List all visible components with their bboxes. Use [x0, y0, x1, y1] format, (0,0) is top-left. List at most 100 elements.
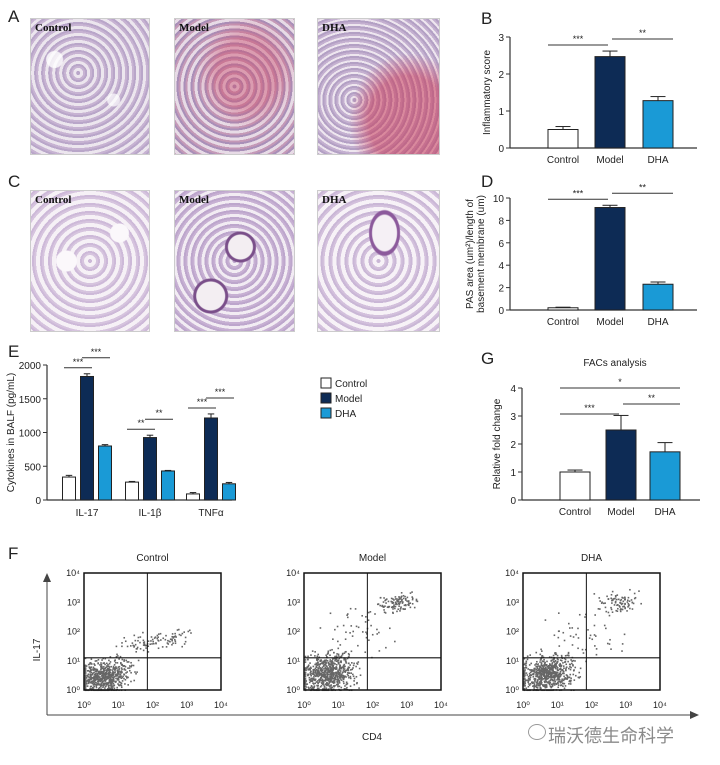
flow-event-dot — [99, 664, 101, 666]
flow-event-dot — [356, 663, 359, 665]
flow-event-dot — [119, 671, 121, 673]
flow-event-dot — [628, 600, 631, 603]
flow-event-dot — [551, 684, 554, 687]
flow-event-dot — [353, 680, 355, 682]
flow-event-dot — [548, 683, 551, 686]
flow-event-dot — [567, 651, 570, 654]
flow-event-dot — [89, 663, 91, 665]
flow-event-dot — [88, 676, 91, 678]
y-tick-label: 10² — [67, 627, 80, 637]
flow-event-dot — [333, 667, 336, 670]
flow-event-dot — [555, 662, 557, 665]
flow-event-dot — [326, 678, 329, 680]
flow-event-dot — [614, 601, 617, 604]
flow-event-dot — [349, 675, 352, 678]
flow-event-dot — [385, 646, 387, 649]
flow-event-dot — [85, 665, 88, 667]
y-tick-label: 10⁴ — [66, 568, 80, 578]
flow-event-dot — [570, 677, 572, 680]
flow-event-dot — [175, 636, 177, 638]
flow-event-dot — [328, 682, 331, 684]
flow-event-dot — [116, 673, 118, 676]
flow-event-dot — [534, 680, 536, 682]
flow-event-dot — [619, 606, 621, 608]
flow-event-dot — [121, 668, 123, 671]
flow-event-dot — [563, 675, 565, 678]
flow-event-dot — [336, 671, 339, 673]
flow-event-dot — [312, 683, 315, 685]
flow-event-dot — [416, 600, 419, 603]
flow-event-dot — [109, 681, 112, 684]
flow-event-dot — [323, 679, 326, 682]
flow-event-dot — [126, 677, 128, 679]
flow-event-dot — [104, 687, 106, 689]
flow-event-dot — [523, 687, 526, 690]
flow-event-dot — [84, 677, 87, 679]
flow-event-dot — [320, 671, 323, 673]
flow-event-dot — [349, 664, 351, 666]
flow-event-dot — [178, 633, 181, 636]
flow-event-dot — [324, 663, 327, 666]
flow-event-dot — [102, 685, 105, 687]
flow-event-dot — [159, 632, 162, 635]
flow-event-dot — [102, 677, 105, 680]
flow-event-dot — [627, 603, 630, 605]
flow-event-dot — [383, 611, 386, 614]
flow-event-dot — [594, 614, 596, 616]
flow-event-dot — [340, 655, 343, 657]
flow-event-dot — [116, 677, 119, 680]
flow-event-dot — [531, 669, 533, 671]
flow-event-dot — [394, 607, 396, 610]
flow-event-dot — [322, 688, 324, 690]
flow-event-dot — [312, 665, 315, 668]
flow-event-dot — [550, 660, 552, 662]
flow-event-dot — [534, 678, 537, 681]
flow-event-dot — [560, 681, 563, 683]
significance-label: ** — [639, 182, 647, 192]
flow-event-dot — [558, 668, 561, 670]
flow-event-dot — [115, 655, 118, 658]
flow-event-dot — [339, 670, 342, 672]
flow-event-dot — [100, 688, 102, 690]
flow-event-dot — [523, 683, 526, 686]
flow-event-dot — [108, 672, 110, 674]
flow-event-dot — [99, 685, 102, 688]
flow-event-dot — [558, 678, 561, 681]
flow-event-dot — [312, 670, 315, 673]
panel-label-b: B — [481, 9, 493, 28]
flow-event-dot — [105, 673, 108, 675]
flow-event-dot — [84, 664, 87, 667]
flow-event-dot — [401, 598, 403, 601]
flow-event-dot — [626, 599, 629, 602]
legend-label: Model — [335, 394, 362, 405]
flow-event-dot — [180, 634, 182, 637]
flow-event-dot — [546, 671, 549, 673]
flow-event-dot — [91, 688, 94, 690]
flow-event-dot — [547, 666, 550, 669]
flow-event-dot — [120, 670, 123, 673]
flow-event-dot — [108, 677, 110, 680]
flow-event-dot — [330, 684, 332, 686]
flow-event-dot — [319, 673, 321, 676]
flow-event-dot — [588, 637, 591, 639]
flow-event-dot — [330, 686, 333, 689]
flow-event-dot — [608, 614, 611, 617]
flow-event-dot — [331, 681, 334, 684]
flow-event-dot — [545, 677, 547, 679]
flow-event-dot — [321, 666, 324, 669]
flow-event-dot — [145, 647, 147, 649]
flow-event-dot — [611, 602, 613, 604]
flow-event-dot — [353, 677, 356, 680]
flow-event-dot — [327, 676, 329, 679]
flow-event-dot — [347, 656, 350, 658]
flow-event-dot — [411, 602, 414, 605]
flow-event-dot — [113, 687, 116, 690]
flow-event-dot — [540, 677, 543, 680]
flow-event-dot — [92, 681, 95, 684]
flow-event-dot — [100, 671, 102, 673]
flow-event-dot — [570, 679, 572, 682]
flow-event-dot — [137, 659, 140, 662]
flow-event-dot — [344, 670, 346, 673]
flow-event-dot — [568, 676, 571, 679]
flow-event-dot — [617, 607, 619, 610]
